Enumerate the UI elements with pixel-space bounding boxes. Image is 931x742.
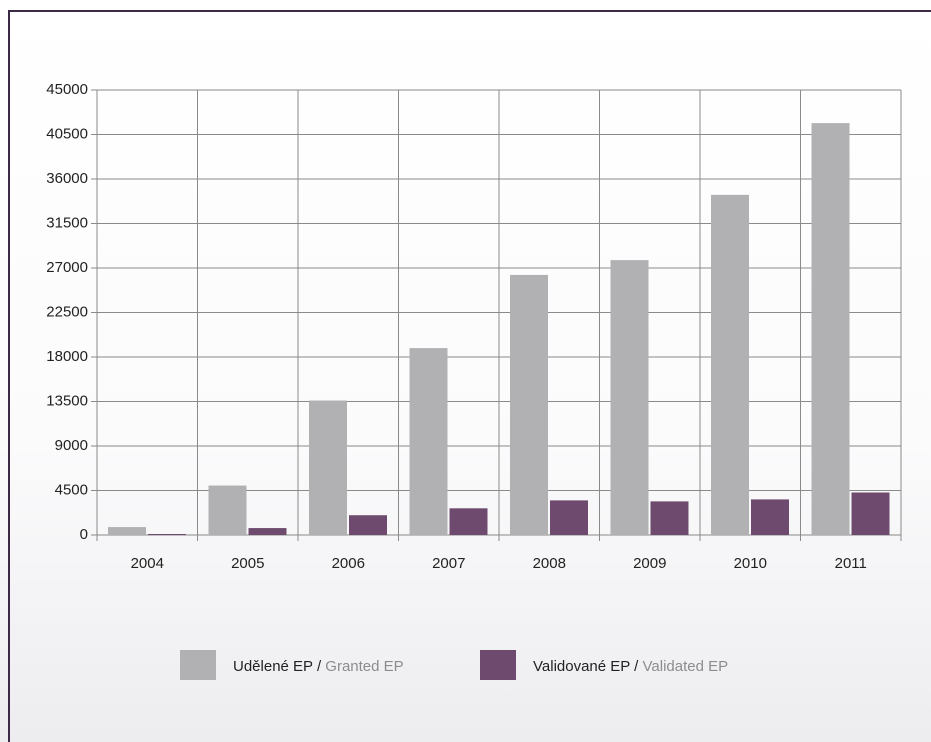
bar [811,123,850,535]
bar [449,508,488,535]
bar [208,485,247,535]
bar [851,492,890,535]
y-tick-label: 0 [80,526,88,543]
bar [751,499,789,535]
y-tick-label: 22500 [46,303,88,320]
x-tick-label: 2008 [533,555,566,572]
legend-swatch [180,650,216,680]
bar [550,500,588,535]
legend-label: Udělené EP / Granted EP [233,658,404,675]
bar [510,274,548,535]
x-tick-label: 2006 [332,555,365,572]
bar [650,501,689,535]
y-tick-label: 27000 [46,259,88,276]
y-tick-label: 4500 [55,481,88,498]
bar [711,194,749,536]
x-tick-label: 2004 [131,555,164,572]
x-tick-label: 2009 [633,555,666,572]
x-tick-label: 2007 [432,555,465,572]
bar [248,528,287,535]
bar [610,260,649,535]
y-tick-label: 31500 [46,214,88,231]
y-tick-label: 40500 [46,125,88,142]
x-tick-label: 2005 [231,555,264,572]
y-tick-label: 45000 [46,81,88,98]
x-tick-label: 2011 [835,555,867,572]
bar [349,515,387,535]
legend-label: Validované EP / Validated EP [533,658,728,675]
x-tick-label: 2010 [734,555,767,572]
y-tick-label: 18000 [46,348,88,365]
bar [409,348,448,535]
y-tick-label: 36000 [46,170,88,187]
bar [309,400,347,535]
legend-swatch [480,650,516,680]
bar [108,527,146,535]
bar [148,534,186,535]
y-tick-label: 13500 [46,392,88,409]
y-tick-label: 9000 [55,437,88,454]
